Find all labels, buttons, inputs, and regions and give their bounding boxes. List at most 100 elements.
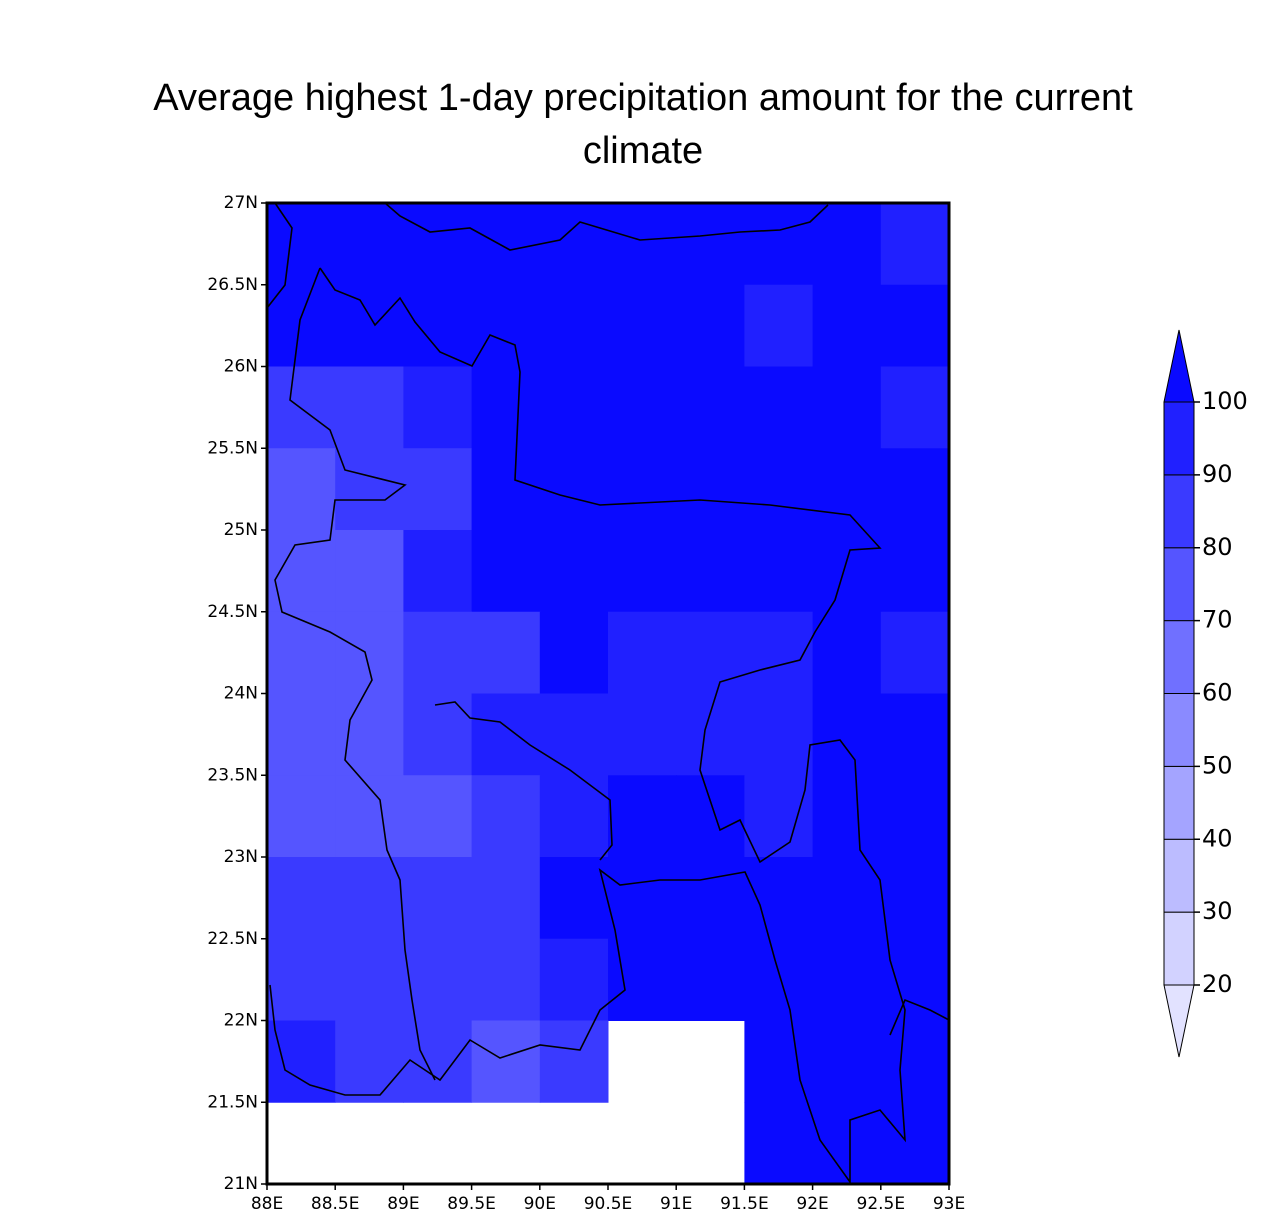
grid-cell bbox=[471, 203, 541, 286]
grid-cell bbox=[335, 448, 404, 531]
grid-cell bbox=[403, 203, 473, 286]
x-tick-label: 89.5E bbox=[447, 1194, 496, 1214]
colorbar-label: 30 bbox=[1202, 897, 1233, 925]
border-line bbox=[266, 202, 293, 309]
grid-cell bbox=[539, 284, 609, 367]
y-tick-label: 24N bbox=[224, 684, 258, 704]
y-tick-label: 26N bbox=[224, 357, 258, 377]
grid-cell bbox=[539, 1020, 609, 1103]
y-tick-label: 25.5N bbox=[207, 438, 258, 458]
grid-cell bbox=[335, 366, 404, 449]
grid-cell bbox=[676, 693, 745, 776]
colorbar-band bbox=[1163, 693, 1195, 767]
colorbar-label: 60 bbox=[1202, 679, 1233, 707]
river-line bbox=[434, 701, 613, 861]
grid-cell bbox=[608, 448, 677, 531]
grid-cell bbox=[267, 611, 336, 694]
grid-cell bbox=[403, 1020, 473, 1103]
grid-cell bbox=[880, 775, 950, 858]
grid-cell bbox=[335, 203, 404, 286]
x-tick-label: 92.5E bbox=[857, 1194, 906, 1214]
grid-cell bbox=[539, 857, 609, 940]
grid-cell bbox=[471, 938, 541, 1021]
grid-cell bbox=[744, 366, 814, 449]
grid-cell bbox=[403, 611, 473, 694]
grid-cell bbox=[744, 611, 814, 694]
border-line bbox=[889, 998, 950, 1036]
grid-cell bbox=[812, 530, 882, 613]
grid-cell bbox=[403, 530, 473, 613]
grid-cell bbox=[403, 857, 473, 940]
grid-cell bbox=[880, 1020, 950, 1103]
grid-cell bbox=[744, 857, 814, 940]
grid-cell bbox=[267, 857, 336, 940]
grid-cell bbox=[676, 938, 745, 1021]
grid-cell bbox=[812, 203, 882, 286]
grid-cell bbox=[539, 203, 609, 286]
colorbar-band bbox=[1163, 765, 1195, 840]
grid-cell bbox=[267, 938, 336, 1021]
grid-cell bbox=[880, 284, 950, 367]
grid-cell bbox=[471, 366, 541, 449]
colorbar-label: 90 bbox=[1202, 460, 1233, 488]
colorbar-label: 50 bbox=[1202, 751, 1233, 779]
grid-cell bbox=[267, 775, 336, 858]
grid-cell bbox=[812, 366, 882, 449]
grid-cell bbox=[744, 448, 814, 531]
grid-cell bbox=[608, 775, 677, 858]
colorbar-label: 100 bbox=[1202, 387, 1248, 415]
x-tick-label: 91.5E bbox=[720, 1194, 769, 1214]
grid-cell bbox=[539, 611, 609, 694]
grid-cell bbox=[880, 938, 950, 1021]
grid-cell bbox=[880, 203, 950, 286]
colorbar-over bbox=[1163, 329, 1195, 403]
colorbar-band bbox=[1163, 838, 1195, 913]
grid-cell bbox=[744, 203, 814, 286]
grid-cell bbox=[539, 775, 609, 858]
grid-cell bbox=[880, 611, 950, 694]
grid-cell bbox=[471, 693, 541, 776]
y-tick-label: 21.5N bbox=[207, 1092, 258, 1112]
colorbar-label: 20 bbox=[1202, 970, 1233, 998]
grid-cell bbox=[403, 775, 473, 858]
grid-cell bbox=[335, 611, 404, 694]
colorbar: 20 30 40 50 60 70 80 90 100 bbox=[1163, 329, 1248, 1058]
border-line bbox=[384, 202, 829, 251]
grid-cell bbox=[267, 1020, 336, 1103]
grid-cell bbox=[267, 693, 336, 776]
grid-cell bbox=[744, 1020, 814, 1103]
x-tick-label: 91E bbox=[660, 1194, 692, 1214]
grid-cell bbox=[335, 530, 404, 613]
chart-title: Average highest 1-day precipitation amou… bbox=[153, 77, 1133, 172]
grid-cell bbox=[471, 857, 541, 940]
grid-cell bbox=[812, 857, 882, 940]
grid-cell bbox=[335, 1020, 404, 1103]
grid-cell bbox=[471, 775, 541, 858]
grid-cell bbox=[335, 938, 404, 1021]
y-tick-label: 23.5N bbox=[207, 765, 258, 785]
grid-cell bbox=[267, 448, 336, 531]
grid-cell bbox=[812, 611, 882, 694]
grid-cell bbox=[744, 693, 814, 776]
grid-cell bbox=[676, 284, 745, 367]
grid-cell bbox=[539, 366, 609, 449]
grid-cell bbox=[267, 530, 336, 613]
grid-cell bbox=[335, 693, 404, 776]
grid-cell bbox=[812, 938, 882, 1021]
grid-cell bbox=[403, 284, 473, 367]
y-tick-label: 23N bbox=[224, 847, 258, 867]
grid-cell bbox=[676, 366, 745, 449]
grid-cell bbox=[335, 857, 404, 940]
grid-cell bbox=[608, 203, 677, 286]
grid-cell bbox=[608, 693, 677, 776]
axes: 88E 88.5E 89E 89.5E 90E 90.5E 91E 91.5E 92E 92.5E… bbox=[207, 193, 965, 1214]
grid-cell bbox=[812, 1020, 882, 1103]
grid-cell bbox=[471, 530, 541, 613]
grid-cells bbox=[267, 203, 950, 1185]
y-tick-label: 22N bbox=[224, 1011, 258, 1031]
y-tick-label: 21N bbox=[224, 1174, 258, 1194]
x-tick-label: 89E bbox=[387, 1194, 419, 1214]
grid-cell bbox=[267, 284, 336, 367]
grid-cell bbox=[471, 611, 541, 694]
